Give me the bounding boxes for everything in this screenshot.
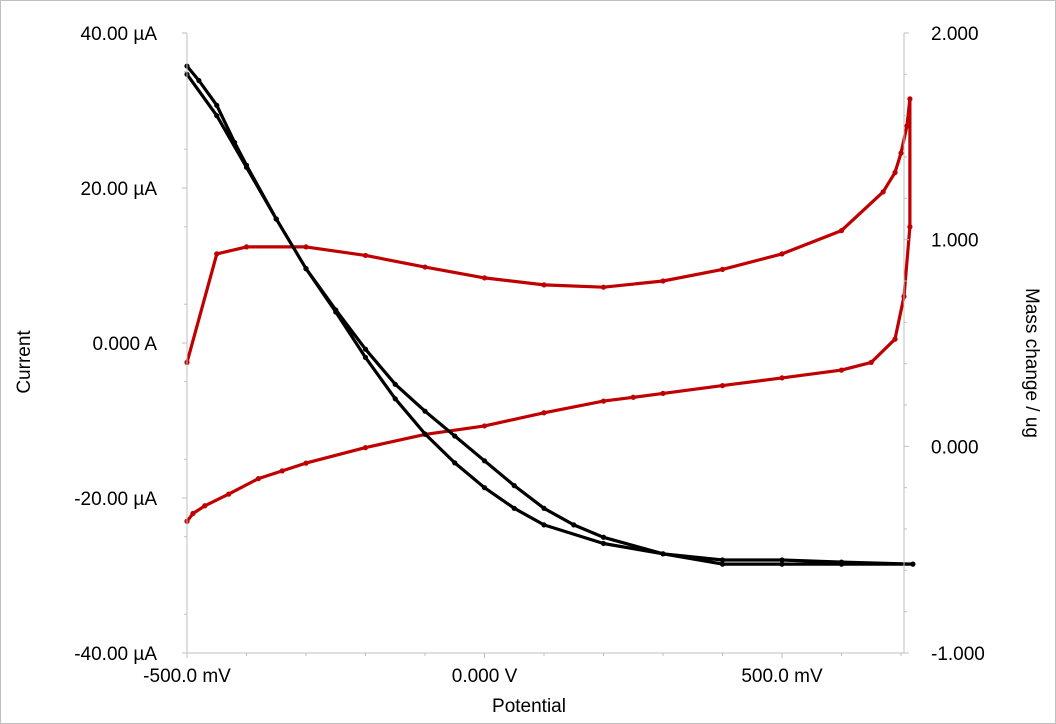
data-point — [779, 375, 785, 381]
data-point — [452, 433, 458, 439]
data-point — [630, 394, 636, 400]
data-point — [422, 431, 428, 437]
y-axis-label: Current — [14, 330, 35, 394]
y-tick-label: -20.00 µA — [74, 489, 157, 510]
data-point — [392, 381, 398, 387]
data-point — [541, 522, 547, 528]
series-layer — [184, 63, 916, 567]
data-point — [362, 445, 369, 451]
data-point — [303, 266, 309, 272]
data-point — [868, 359, 874, 365]
ticks-layer: 40.00 µA 20.00 µA 0.000 A -20.00 µA -40.00 µ… — [74, 24, 985, 687]
data-point — [838, 228, 845, 234]
data-point — [600, 534, 607, 540]
data-point — [779, 251, 785, 257]
data-point — [303, 460, 309, 466]
data-point — [541, 410, 547, 416]
data-point — [303, 244, 309, 250]
data-point — [279, 468, 285, 474]
x-tick-label: 0.000 V — [452, 666, 518, 687]
data-point — [243, 164, 250, 170]
data-point — [719, 557, 726, 563]
data-point — [392, 396, 398, 402]
data-point — [779, 561, 785, 567]
data-point — [719, 383, 726, 389]
x-tick-label: 500.0 mV — [741, 666, 823, 687]
series-line — [185, 97, 912, 523]
data-point — [214, 251, 220, 257]
data-point — [719, 561, 726, 567]
data-point — [910, 561, 916, 567]
data-point — [892, 169, 898, 176]
y2-tick-label: 0.000 — [931, 437, 979, 458]
data-point — [202, 503, 208, 509]
data-point — [880, 189, 886, 195]
data-point — [214, 102, 220, 108]
series-2 — [184, 63, 916, 567]
data-point — [719, 266, 726, 272]
data-point — [600, 540, 607, 547]
data-point — [232, 139, 238, 146]
data-point — [481, 275, 488, 281]
data-point — [600, 284, 607, 290]
data-point — [892, 336, 898, 342]
data-point — [362, 252, 369, 259]
data-point — [779, 557, 785, 563]
data-point — [243, 244, 250, 250]
series-line — [185, 64, 915, 566]
data-point — [898, 150, 904, 156]
y-tick-label: 40.00 µA — [81, 24, 158, 45]
data-point — [214, 113, 220, 119]
data-point — [904, 123, 910, 129]
data-point — [481, 458, 488, 464]
data-point — [273, 216, 279, 222]
data-point — [333, 309, 339, 315]
data-point — [196, 77, 202, 84]
data-point — [422, 408, 428, 414]
data-point — [907, 96, 913, 102]
data-point — [226, 491, 232, 497]
data-point — [481, 423, 488, 429]
data-point — [362, 354, 369, 361]
data-point — [481, 485, 488, 491]
x-axis-label: Potential — [492, 696, 566, 717]
data-point — [452, 460, 458, 466]
data-point — [190, 510, 196, 517]
data-point — [511, 483, 517, 489]
y-tick-label: -40.00 µA — [74, 644, 157, 665]
data-point — [362, 346, 369, 352]
secondary-y-axis-label: Mass change / ug — [1021, 288, 1042, 438]
y-tick-label: 20.00 µA — [81, 179, 158, 200]
y-tick-label: 0.000 A — [93, 334, 158, 355]
data-point — [907, 224, 913, 230]
data-point — [511, 505, 517, 511]
data-point — [571, 522, 577, 528]
data-point — [541, 505, 547, 511]
y2-tick-label: 2.000 — [931, 24, 979, 45]
y2-tick-label: 1.000 — [931, 231, 979, 252]
data-point — [600, 398, 607, 404]
data-point — [422, 264, 428, 270]
data-point — [541, 282, 547, 288]
data-point — [660, 390, 666, 396]
data-point — [838, 367, 845, 373]
x-tick-label: -500.0 mV — [143, 666, 231, 687]
data-point — [660, 278, 666, 284]
data-point — [660, 551, 666, 557]
series-1 — [184, 96, 913, 524]
data-point — [838, 559, 845, 565]
y2-tick-label: -1.000 — [931, 644, 985, 665]
data-point — [255, 476, 261, 482]
